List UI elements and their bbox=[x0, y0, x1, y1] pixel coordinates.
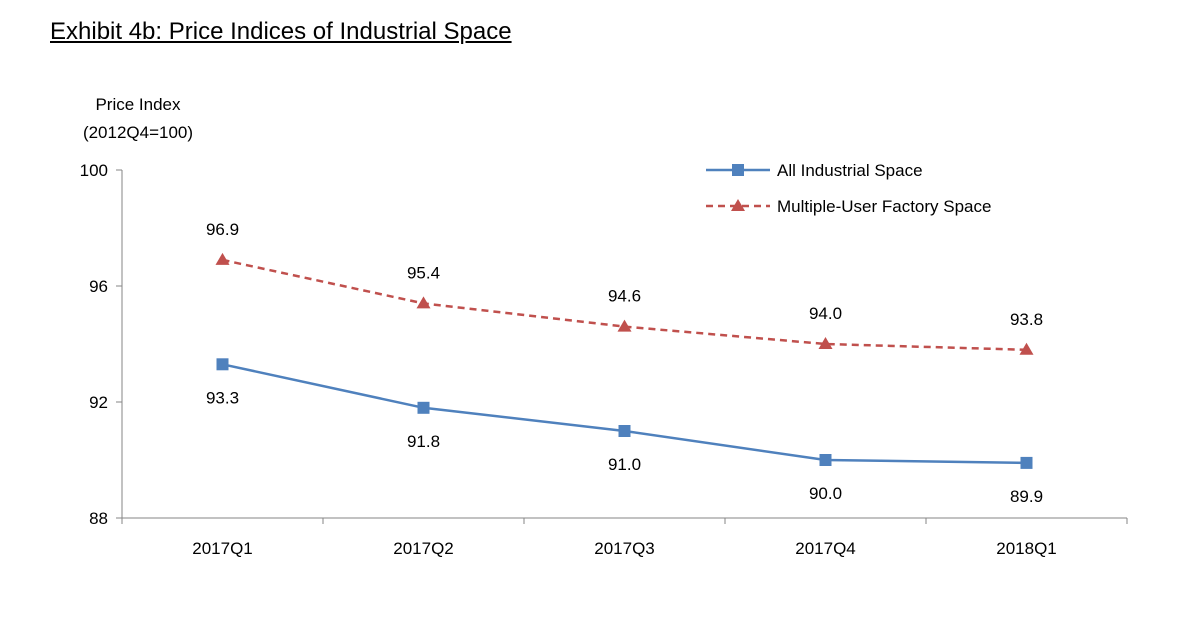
y-tick-label: 92 bbox=[89, 393, 108, 412]
data-point-marker bbox=[1019, 342, 1034, 355]
y-axis-label-line2: (2012Q4=100) bbox=[83, 123, 193, 142]
data-label: 93.8 bbox=[1010, 310, 1043, 329]
data-point-marker bbox=[1020, 456, 1033, 469]
data-point-marker bbox=[819, 454, 832, 466]
data-point-marker bbox=[216, 358, 229, 371]
data-point-marker bbox=[818, 337, 833, 349]
legend-label: All Industrial Space bbox=[777, 161, 923, 180]
data-label: 94.6 bbox=[608, 287, 641, 306]
legend-marker bbox=[732, 164, 744, 176]
data-point-marker bbox=[215, 252, 230, 265]
data-point-marker bbox=[417, 401, 430, 414]
data-point-marker bbox=[617, 319, 632, 332]
series-line-0 bbox=[222, 363, 1027, 465]
legend-marker bbox=[731, 199, 745, 211]
legend-label: Multiple-User Factory Space bbox=[777, 197, 991, 216]
data-label: 93.3 bbox=[206, 388, 239, 407]
chart-title: Exhibit 4b: Price Indices of Industrial … bbox=[50, 18, 512, 45]
data-label: 90.0 bbox=[809, 484, 842, 503]
series-line-1 bbox=[222, 258, 1027, 352]
data-point-marker bbox=[618, 425, 631, 437]
y-tick-label: 100 bbox=[80, 161, 108, 180]
x-tick-label: 2017Q3 bbox=[594, 539, 655, 558]
y-axis-label-line1: Price Index bbox=[95, 95, 181, 114]
data-label: 94.0 bbox=[809, 304, 842, 323]
data-label: 91.0 bbox=[608, 455, 641, 474]
data-label: 91.8 bbox=[407, 432, 440, 451]
data-label: 89.9 bbox=[1010, 487, 1043, 506]
y-tick-label: 88 bbox=[89, 509, 108, 528]
x-tick-label: 2017Q1 bbox=[192, 539, 253, 558]
data-point-marker bbox=[416, 296, 431, 309]
x-tick-label: 2018Q1 bbox=[996, 539, 1057, 558]
x-tick-label: 2017Q4 bbox=[795, 539, 856, 558]
data-label: 95.4 bbox=[407, 263, 440, 282]
x-tick-label: 2017Q2 bbox=[393, 539, 454, 558]
y-tick-label: 96 bbox=[89, 277, 108, 296]
data-label: 96.9 bbox=[206, 220, 239, 239]
